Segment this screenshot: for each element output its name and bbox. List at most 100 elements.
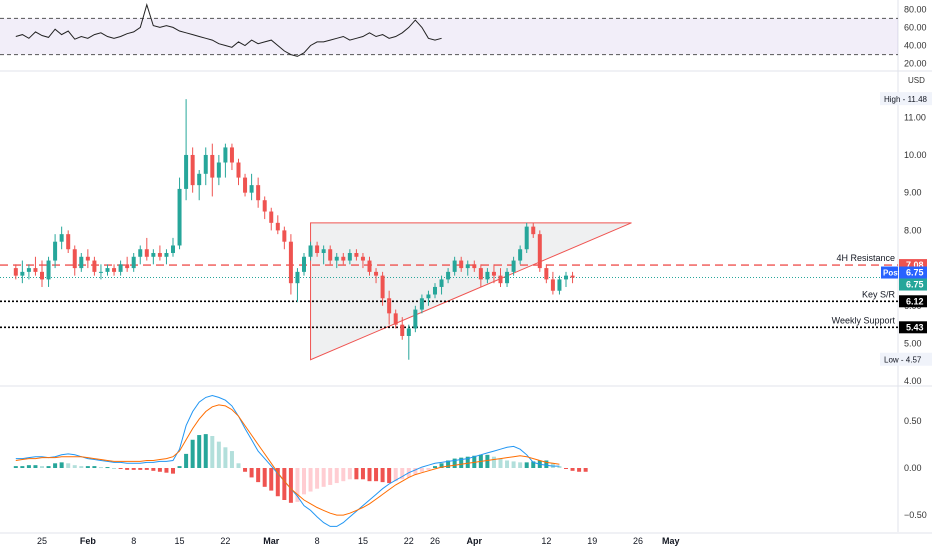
macd-histogram-bar [577,468,582,472]
macd-histogram-bar [446,460,451,468]
post-label-tag [881,266,898,279]
macd-histogram-bar [85,466,90,468]
low-value-text: 4.57 [906,356,922,365]
macd-histogram-bar [387,468,392,484]
high-value-text: 11.48 [908,95,928,104]
macd-histogram-bar [557,466,562,468]
candle-body [491,271,496,276]
rsi-tick-label: 40.00 [904,41,927,51]
candle-body [85,256,90,261]
macd-histogram-bar [505,460,510,468]
candle-body [151,253,156,257]
macd-histogram-bar [413,468,418,475]
candle-body [40,271,44,280]
price-tag [899,266,927,279]
candle-body [275,222,280,231]
macd-histogram-bar [229,451,234,468]
candle-body [419,298,424,310]
price-tag-text: 6.75 [906,280,924,290]
macd-histogram-bar [223,447,228,468]
candle-body [171,245,175,254]
price-tick-label: 4.00 [904,376,922,386]
x-tick-label: 22 [404,536,414,546]
candle-body [459,260,464,269]
x-tick-label: Feb [80,536,97,546]
macd-histogram-bar [498,458,503,468]
macd-histogram-bar [190,439,195,468]
candle-body [177,188,182,246]
candle-body [144,249,149,257]
macd-histogram-bar [79,466,84,468]
macd-histogram-bar [433,466,437,468]
macd-histogram-bar [393,468,398,482]
macd-histogram-bar [105,467,110,469]
candle-body [216,162,221,178]
high-tag-bg [880,92,932,106]
x-tick-label: 15 [175,536,185,546]
level-label: 4H Resistance [836,253,895,263]
level-value-tag [899,295,927,308]
macd-histogram-bar [400,468,405,480]
rsi-band [0,18,898,55]
candle-body [302,256,306,272]
candle-body [472,264,477,269]
candle-body [413,309,418,329]
candle-body [367,260,372,272]
macd-histogram-bar [59,462,64,468]
macd-histogram-bar [197,435,202,468]
macd-histogram-bar [341,468,346,482]
candle-body [118,264,123,272]
low-label-text: Low [884,356,899,365]
macd-histogram-bar [269,468,274,491]
macd-histogram-bar [164,468,169,473]
macd-histogram-bar [564,468,568,469]
macd-histogram-bar [360,468,365,480]
macd-histogram-bar [33,465,38,468]
macd-histogram-bar [125,468,130,470]
macd-histogram-bar [72,465,77,468]
low-label-sep: - [899,356,906,365]
candle-body [262,200,267,212]
macd-histogram-bar [354,468,359,480]
macd-histogram-bar [138,468,143,470]
macd-histogram-bar [275,468,280,497]
macd-histogram-bar [524,462,529,468]
macd-histogram-bar [321,468,326,487]
price-tick-label: 10.00 [904,150,927,160]
candle-body [164,253,169,257]
candle-body [295,271,300,284]
candle-body [387,298,392,314]
candle-body [243,177,248,193]
candle-body [72,249,77,269]
price-tag-text: 6.75 [906,268,924,278]
candle-body [564,275,568,280]
candle-body [33,268,38,272]
macd-histogram-bar [243,468,248,472]
candle-body [531,226,536,235]
candle-body [518,249,523,261]
candle-body [452,260,457,272]
candle-body [341,256,346,261]
candle-body [505,271,510,284]
ascending-triangle[interactable] [310,222,632,361]
macd-histogram-bar [472,455,477,468]
candle-body [321,249,326,254]
macd-histogram-bar [334,468,339,484]
x-tick-label: May [662,536,680,546]
candle-body [210,154,215,178]
currency-label: USD [908,76,925,85]
high-label-text: High [884,95,900,104]
x-tick-label: 22 [220,536,230,546]
macd-histogram-bar [13,466,18,468]
macd-histogram-bar [302,468,306,495]
macd-histogram-bar [20,466,25,468]
macd-histogram-bar [144,468,149,470]
candle-body [498,275,503,284]
macd-histogram-bar [374,468,379,482]
candle-body [315,245,320,254]
macd-histogram-bar [236,463,241,468]
macd-histogram-bar [282,468,287,500]
x-tick-label: Apr [467,536,483,546]
candle-body [334,256,339,261]
